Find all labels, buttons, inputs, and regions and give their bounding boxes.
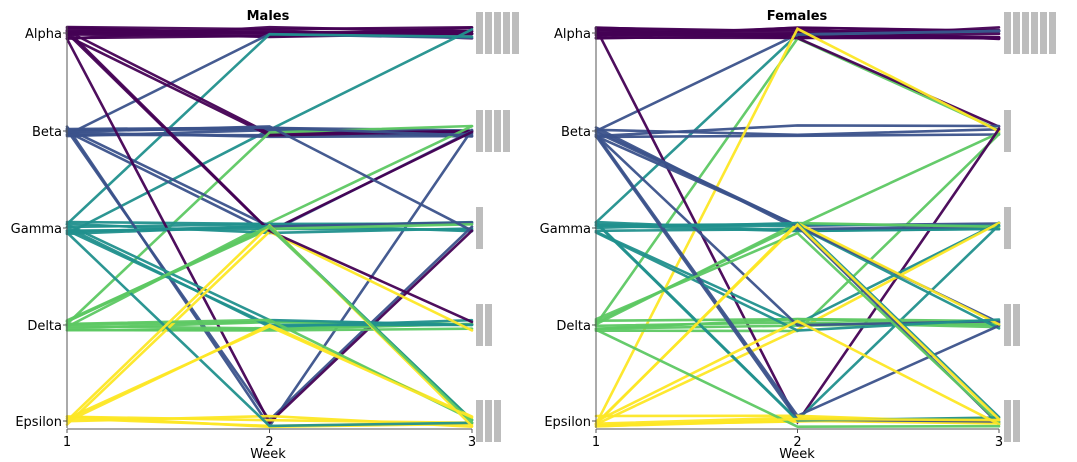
- trajectory-line-alpha: [594, 31, 1001, 128]
- trajectory-line-beta: [65, 125, 474, 429]
- trajectory-line-epsilon: [594, 319, 1001, 426]
- count-bar-beta: [485, 110, 492, 152]
- count-bar-beta: [503, 110, 510, 152]
- trajectory-line-epsilon: [65, 415, 474, 425]
- trajectory-line-delta: [65, 124, 474, 329]
- trajectory-line-gamma: [594, 231, 1001, 332]
- count-bar-delta: [1013, 304, 1020, 346]
- y-tick-label: Epsilon: [544, 415, 591, 430]
- count-bar-delta: [1004, 304, 1011, 346]
- trajectory-line-alpha: [65, 37, 474, 425]
- x-tick-label: 2: [793, 435, 801, 450]
- count-bar-epsilon: [494, 400, 501, 442]
- trajectory-line-epsilon: [65, 323, 474, 423]
- trajectory-line-beta: [65, 127, 474, 228]
- count-bar-beta: [1004, 110, 1011, 152]
- count-bar-alpha: [1013, 12, 1020, 54]
- x-tick-label: 3: [995, 435, 1003, 450]
- trajectory-line-alpha: [65, 29, 474, 324]
- trajectory-line-epsilon: [594, 417, 1001, 428]
- count-bar-delta: [485, 304, 492, 346]
- count-bar-alpha: [1004, 12, 1011, 54]
- x-axis-label: Week: [779, 447, 815, 462]
- x-tick-label: 3: [468, 435, 476, 450]
- trajectory-line-beta: [65, 125, 474, 232]
- y-tick-label: Beta: [32, 125, 62, 140]
- trajectory-line-delta: [65, 224, 474, 424]
- trajectory-line-beta: [594, 126, 1001, 231]
- trajectory-line-delta: [65, 223, 474, 323]
- trajectory-line-beta: [594, 130, 1001, 426]
- trajectory-line-epsilon: [65, 324, 474, 421]
- count-bar-alpha: [1022, 12, 1029, 54]
- trajectory-line-delta: [65, 318, 474, 421]
- count-bar-epsilon: [485, 400, 492, 442]
- trajectory-line-alpha: [65, 25, 474, 41]
- y-tick-label: Beta: [561, 125, 591, 140]
- trajectory-line-alpha: [65, 29, 474, 135]
- trajectory-line-epsilon: [594, 27, 1001, 426]
- x-tick-label: 2: [265, 435, 273, 450]
- count-bar-alpha: [512, 12, 519, 54]
- count-bar-alpha: [1049, 12, 1056, 54]
- count-bar-epsilon: [1013, 400, 1020, 442]
- trajectory-line-gamma: [65, 226, 474, 329]
- y-tick-label: Gamma: [11, 222, 62, 237]
- x-tick-label: 1: [592, 435, 600, 450]
- count-bar-gamma: [1004, 207, 1011, 249]
- count-bar-alpha: [503, 12, 510, 54]
- y-tick-label: Gamma: [540, 222, 591, 237]
- count-bar-beta: [476, 110, 483, 152]
- trajectory-line-beta: [594, 29, 1001, 133]
- y-tick-label: Epsilon: [15, 415, 62, 430]
- chart-title: Males: [247, 9, 290, 24]
- trajectory-line-beta: [594, 134, 1001, 423]
- count-bar-alpha: [1040, 12, 1047, 54]
- trajectory-line-gamma: [65, 231, 474, 428]
- trajectory-line-beta: [65, 131, 474, 139]
- trajectory-line-beta: [594, 133, 1001, 418]
- lines-group: [594, 26, 1001, 429]
- count-bar-epsilon: [476, 400, 483, 442]
- females-panel: Females Week Alpha Beta Gamma Delta Epsilon1…: [540, 9, 1056, 462]
- count-bar-alpha: [476, 12, 483, 54]
- count-bar-delta: [476, 304, 483, 346]
- count-bar-alpha: [485, 12, 492, 54]
- y-tick-label: Delta: [27, 319, 62, 334]
- x-axis-label: Week: [250, 447, 286, 462]
- y-tick-label: Alpha: [554, 27, 591, 42]
- trajectory-line-beta: [65, 128, 474, 422]
- count-bar-beta: [494, 110, 501, 152]
- count-bar-alpha: [1031, 12, 1038, 54]
- y-tick-label: Alpha: [25, 27, 62, 42]
- trajectory-line-beta: [65, 32, 474, 137]
- trajectory-line-epsilon: [594, 222, 1001, 425]
- trajectory-line-gamma: [65, 223, 474, 327]
- lines-group: [65, 25, 474, 429]
- count-bar-gamma: [476, 207, 483, 249]
- y-tick-label: Delta: [556, 319, 591, 334]
- trajectory-line-alpha: [65, 34, 474, 137]
- count-bar-alpha: [494, 12, 501, 54]
- trajectory-line-beta: [594, 134, 1001, 228]
- trajectory-line-gamma: [65, 229, 474, 327]
- count-bar-epsilon: [1004, 400, 1011, 442]
- trajectory-line-delta: [594, 328, 1001, 429]
- x-tick-label: 1: [63, 435, 71, 450]
- trajectory-line-beta: [594, 133, 1001, 139]
- chart-title: Females: [767, 9, 828, 24]
